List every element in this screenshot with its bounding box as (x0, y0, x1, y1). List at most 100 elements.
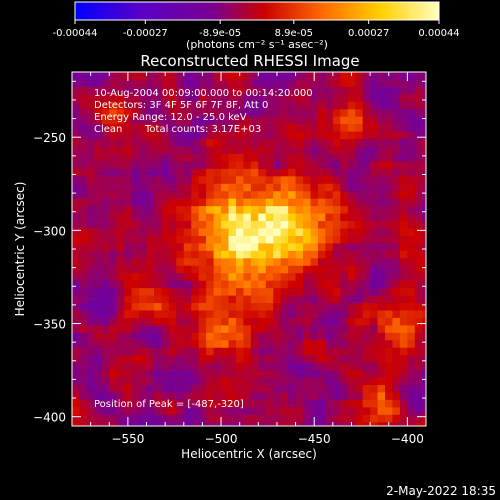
heatmap-cell (109, 221, 118, 230)
heatmap-cell (109, 265, 118, 274)
heatmap-cell (370, 362, 379, 371)
heatmap-cell (325, 377, 334, 386)
heatmap-cell (325, 280, 334, 289)
heatmap-cell (124, 332, 133, 341)
heatmap-cell (176, 131, 185, 140)
heatmap-cell (161, 243, 170, 252)
heatmap-cell (183, 392, 192, 401)
heatmap-cell (79, 325, 88, 334)
heatmap-cell (153, 79, 163, 88)
heatmap-cell (131, 94, 140, 103)
heatmap-cell (377, 288, 386, 297)
heatmap-cell (288, 109, 297, 118)
heatmap-cell (235, 280, 245, 289)
heatmap-cell (86, 124, 95, 133)
heatmap-cell (355, 161, 364, 170)
heatmap-cell (146, 377, 155, 386)
heatmap-cell (385, 325, 394, 334)
heatmap-cell (213, 94, 222, 103)
heatmap-cell (273, 228, 282, 237)
heatmap-cell (414, 101, 423, 110)
heatmap-cell (407, 273, 416, 282)
heatmap-cell (139, 213, 148, 222)
heatmap-cell (273, 407, 282, 416)
heatmap-cell (303, 295, 312, 304)
heatmap-cell (407, 176, 416, 185)
heatmap-cell (392, 332, 401, 341)
heatmap-cell (399, 303, 408, 312)
heatmap-cell (176, 310, 185, 319)
heatmap-cell (407, 109, 416, 118)
heatmap-cell (116, 235, 125, 245)
heatmap-cell (265, 347, 274, 356)
heatmap-cell (228, 377, 237, 386)
heatmap-cell (191, 332, 200, 341)
heatmap-cell (221, 288, 230, 297)
heatmap-cell (191, 109, 200, 118)
heatmap-cell (377, 146, 386, 155)
heatmap-cell (116, 280, 125, 289)
heatmap-cell (399, 228, 408, 237)
heatmap-cell (168, 139, 177, 148)
heatmap-cell (183, 347, 192, 356)
heatmap-cell (139, 340, 148, 349)
heatmap-cell (377, 191, 386, 200)
heatmap-cell (131, 191, 140, 200)
heatmap-cell (303, 221, 312, 230)
heatmap-cell (355, 407, 364, 416)
heatmap-cell (206, 235, 215, 245)
heatmap-cell (153, 161, 163, 170)
heatmap-cell (146, 191, 155, 200)
heatmap-cell (414, 295, 423, 304)
heatmap-cell (198, 198, 207, 207)
heatmap-cell (183, 407, 192, 416)
heatmap-cell (139, 370, 148, 379)
heatmap-cell (191, 399, 200, 408)
heatmap-cell (139, 332, 148, 341)
heatmap-cell (347, 325, 356, 334)
heatmap-cell (139, 168, 148, 177)
heatmap-cell (101, 347, 110, 356)
heatmap-cell (176, 139, 185, 148)
heatmap-cell (250, 355, 259, 364)
heatmap-cell (317, 422, 326, 426)
heatmap-cell (362, 109, 371, 118)
heatmap-cell (265, 399, 274, 408)
heatmap-cell (139, 273, 148, 282)
heatmap-cell (377, 377, 386, 386)
heatmap-cell (221, 414, 230, 423)
heatmap-cell (407, 191, 416, 200)
heatmap-cell (340, 86, 349, 95)
heatmap-cell (153, 347, 163, 356)
heatmap-cell (265, 273, 274, 282)
heatmap-cell (153, 310, 163, 319)
heatmap-cell (213, 288, 222, 297)
heatmap-cell (101, 243, 110, 252)
heatmap-cell (362, 377, 371, 386)
heatmap-cell (206, 191, 215, 200)
heatmap-cell (139, 303, 148, 312)
heatmap-cell (303, 355, 312, 364)
heatmap-cell (79, 176, 88, 185)
heatmap-cell (191, 280, 200, 289)
heatmap-cell (191, 153, 200, 163)
heatmap-cell (72, 198, 81, 207)
heatmap-cell (295, 139, 304, 148)
heatmap-cell (235, 250, 245, 259)
heatmap-cell (407, 347, 416, 356)
heatmap-cell (355, 139, 364, 148)
heatmap-cell (317, 414, 326, 423)
heatmap-cell (228, 198, 237, 207)
heatmap-cell (124, 243, 133, 252)
heatmap-cell (295, 243, 304, 252)
heatmap-cell (295, 332, 304, 341)
heatmap-cell (72, 153, 81, 163)
heatmap-cell (295, 317, 304, 326)
heatmap-cell (422, 362, 426, 371)
heatmap-cell (72, 258, 81, 267)
heatmap-cell (325, 288, 334, 297)
heatmap-cell (347, 258, 356, 267)
heatmap-cell (250, 153, 259, 163)
heatmap-cell (332, 161, 341, 170)
heatmap-cell (86, 161, 95, 170)
